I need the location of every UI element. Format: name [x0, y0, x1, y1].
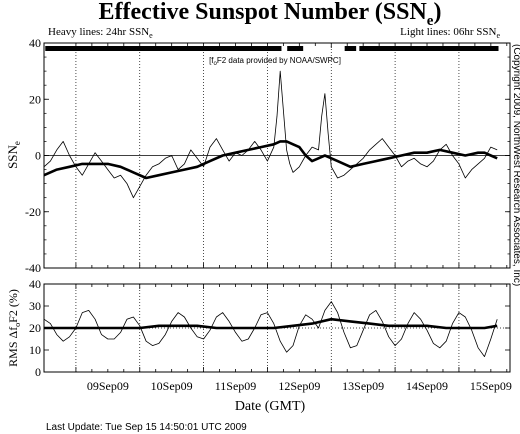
top-y-tick-label: -40 [25, 261, 41, 275]
provider-post: F2 data provided by NOAA/SWPC] [217, 56, 341, 65]
provider-sub: o [214, 61, 218, 67]
date-tick-label: 15Sep09 [470, 379, 512, 393]
top-heavy-line [43, 140, 498, 180]
heavy-lines-label: Heavy lines: 24hr SSNe [48, 26, 153, 40]
bottom-y-tick-label: 20 [29, 321, 41, 335]
date-tick-label: 09Sep09 [87, 379, 129, 393]
top-light-line [43, 70, 498, 199]
heavy-lines-sub: e [149, 31, 153, 40]
top-grid [44, 42, 510, 269]
bottom-light-line [43, 301, 498, 358]
bottom-heavy-line [44, 317, 498, 330]
bottom-y-axis: 40 30 20 10 0 [29, 277, 510, 379]
bottom-y-tick-label: 10 [29, 343, 41, 357]
light-lines-sub: e [496, 31, 500, 40]
bottom-ylabel-pre: RMS Δf [6, 327, 20, 367]
top-y-tick-label: 0 [35, 149, 41, 163]
top-data-bars [45, 46, 499, 51]
date-tick-label: 13Sep09 [342, 379, 384, 393]
bottom-y-tick-label: 30 [29, 299, 41, 313]
bottom-y-tick-label: 40 [29, 277, 41, 291]
top-y-tick-label: 20 [29, 92, 41, 106]
top-ylabel: SSNe [5, 141, 22, 169]
date-tick-label: 10Sep09 [151, 379, 193, 393]
light-lines-label: Light lines: 06hr SSNe [400, 26, 500, 40]
chart-title-close: ) [433, 0, 441, 25]
bottom-y-tick-label: 0 [35, 365, 41, 379]
bottom-series [43, 301, 498, 358]
top-y-tick-label: -20 [25, 205, 41, 219]
bottom-ylabel: RMS ΔfoF2 (%) [6, 289, 22, 367]
bottom-ylabel-post: F2 (%) [6, 289, 20, 323]
data-coverage-bar [359, 46, 499, 51]
provider-note: [foF2 data provided by NOAA/SWPC] [209, 56, 341, 67]
last-update: Last Update: Tue Sep 15 14:50:01 UTC 200… [46, 422, 247, 433]
copyright-note: (Copyright 2009, NorthWest Research Asso… [511, 44, 520, 286]
chart-title-sub: e [427, 13, 434, 29]
heavy-lines-text: Heavy lines: 24hr SSN [48, 26, 149, 38]
top-y-tick-label: 40 [29, 36, 41, 50]
data-coverage-bar [344, 46, 357, 51]
date-tick-labels: 09Sep09 10Sep09 11Sep09 12Sep09 13Sep09 14Sep… [87, 379, 512, 393]
top-y-axis: 40 20 0 -20 -40 [25, 36, 510, 275]
data-coverage-bar [287, 46, 304, 51]
chart-title-main: Effective Sunspot Number (SSN [99, 0, 428, 25]
x-axis-label: Date (GMT) [235, 399, 306, 414]
bottom-ylabel-sub: o [13, 323, 22, 327]
light-lines-text: Light lines: 06hr SSN [400, 26, 496, 38]
top-ylabel-main: SSN [5, 144, 20, 168]
date-tick-label: 14Sep09 [406, 379, 448, 393]
date-tick-label: 12Sep09 [278, 379, 320, 393]
top-ylabel-sub: e [12, 141, 22, 145]
date-tick-label: 11Sep09 [215, 379, 257, 393]
data-coverage-bar [45, 46, 282, 51]
provider-pre: [f [209, 56, 214, 65]
top-series [43, 70, 498, 199]
chart-title: Effective Sunspot Number (SSNe) [99, 0, 442, 29]
bottom-grid [44, 284, 510, 372]
